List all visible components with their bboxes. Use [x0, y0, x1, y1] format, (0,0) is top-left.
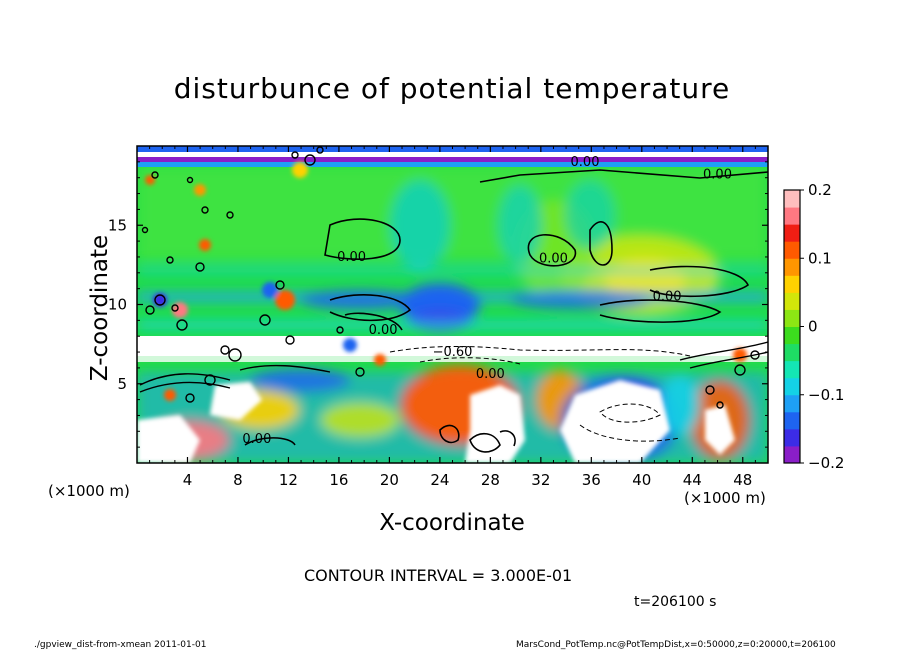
contour-label: 0.00 [571, 155, 600, 170]
colorbar-swatch [784, 292, 800, 310]
contour-label: 0.00 [242, 432, 271, 447]
x-unit-right: (×1000 m) [684, 489, 766, 507]
colorbar-tick-label: 0.2 [808, 181, 832, 199]
y-axis-label: Z-coordinate [87, 234, 113, 382]
colorbar-swatch [784, 275, 800, 293]
colorbar-swatch [784, 343, 800, 362]
x-unit-left: (×1000 m) [48, 482, 130, 500]
x-tick-label: 16 [329, 471, 348, 489]
contour-label: 0.00 [653, 290, 682, 305]
colorbar-tick-label: 0.1 [808, 249, 832, 267]
colorbar-swatch [784, 445, 800, 464]
x-tick-label: 44 [683, 471, 702, 489]
x-tick-label: 20 [380, 471, 399, 489]
colorbar-swatch [784, 207, 800, 225]
chart-title: disturbunce of potential temperature [173, 72, 731, 105]
x-tick-label: 8 [233, 471, 243, 489]
colorbar-swatch [784, 309, 800, 327]
y-tick-label: 5 [117, 375, 127, 393]
x-tick-label: 36 [582, 471, 601, 489]
colorbar-tick-label: −0.2 [808, 454, 844, 472]
footer-right: MarsCond_PotTemp.nc@PotTempDist,x=0:5000… [516, 640, 836, 650]
contour-labels: 0.000.000.00 0.000.000.000.000.00−0.60 [242, 155, 732, 447]
contour-label: 0.00 [369, 323, 398, 338]
y-axis: 5 10 15 [108, 161, 768, 448]
colorbar-swatch [784, 411, 800, 430]
colorbar-swatch [784, 241, 800, 259]
x-axis-label: X-coordinate [379, 510, 525, 536]
colorbar-swatch [784, 377, 800, 396]
x-tick-label: 32 [531, 471, 550, 489]
colorbar: −0.2 −0.1 0 0.1 0.2 [783, 181, 844, 472]
x-axis: 4 8 12 16 20 24 28 32 36 40 44 48 [149, 146, 756, 489]
footer-left: ./gpview_dist-from-xmean 2011-01-01 [34, 640, 207, 650]
heatmap-field [137, 146, 768, 463]
x-tick-label: 48 [733, 471, 752, 489]
colorbar-tick-label: 0 [808, 318, 818, 336]
colorbar-swatch [784, 190, 800, 208]
colorbar-swatch [784, 394, 800, 413]
x-tick-label: 28 [481, 471, 500, 489]
colorbar-swatch [784, 326, 800, 345]
contour-label: 0.00 [703, 168, 732, 183]
colorbar-tick-label: −0.1 [808, 386, 844, 404]
time-label: t=206100 s [634, 594, 717, 610]
contour-label: 0.00 [337, 250, 366, 265]
colorbar-swatch [784, 224, 800, 242]
colorbar-swatch [784, 258, 800, 276]
x-tick-label: 40 [632, 471, 651, 489]
contour-label: −0.60 [433, 345, 473, 360]
x-tick-label: 12 [279, 471, 298, 489]
y-tick-label: 10 [108, 296, 127, 314]
contour-interval: CONTOUR INTERVAL = 3.000E-01 [304, 566, 573, 585]
x-tick-label: 4 [183, 471, 193, 489]
colorbar-swatch [784, 360, 800, 379]
x-tick-label: 24 [430, 471, 449, 489]
colorbar-swatch [784, 428, 800, 447]
contour-lines [244, 169, 768, 453]
y-tick-label: 15 [108, 216, 127, 234]
contour-label: 0.00 [476, 367, 505, 382]
contour-label: 0.00 [539, 252, 568, 267]
